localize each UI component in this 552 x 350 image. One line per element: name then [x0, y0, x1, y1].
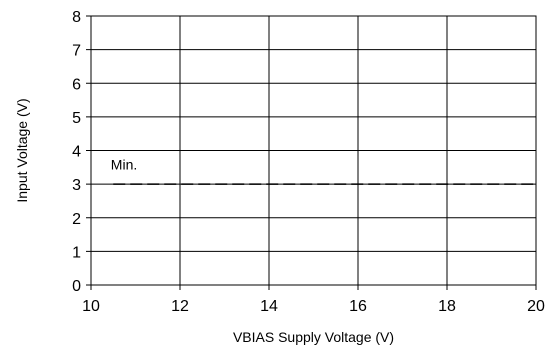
annotations: Min. — [106, 152, 159, 175]
x-tick-label: 16 — [349, 298, 367, 315]
y-tick-label: 6 — [72, 76, 81, 93]
y-tick-label: 2 — [72, 211, 81, 228]
y-tick-label: 1 — [72, 244, 81, 261]
y-tick-label: 3 — [72, 177, 81, 194]
x-tick-label: 12 — [171, 298, 189, 315]
y-axis-label: Input Voltage (V) — [14, 98, 30, 202]
y-tick-label: 4 — [72, 144, 81, 161]
x-axis-label: VBIAS Supply Voltage (V) — [233, 329, 394, 345]
x-tick-label: 18 — [438, 298, 456, 315]
annotation-background — [106, 152, 159, 175]
x-tick-label: 10 — [82, 298, 100, 315]
x-tick-label: 20 — [527, 298, 545, 315]
y-tick-label: 8 — [72, 9, 81, 26]
x-tick-label: 14 — [260, 298, 278, 315]
y-tick-label: 0 — [72, 278, 81, 295]
y-tick-label: 7 — [72, 43, 81, 60]
annotation-min-label: Min. — [111, 156, 137, 172]
y-tick-label: 5 — [72, 110, 81, 127]
